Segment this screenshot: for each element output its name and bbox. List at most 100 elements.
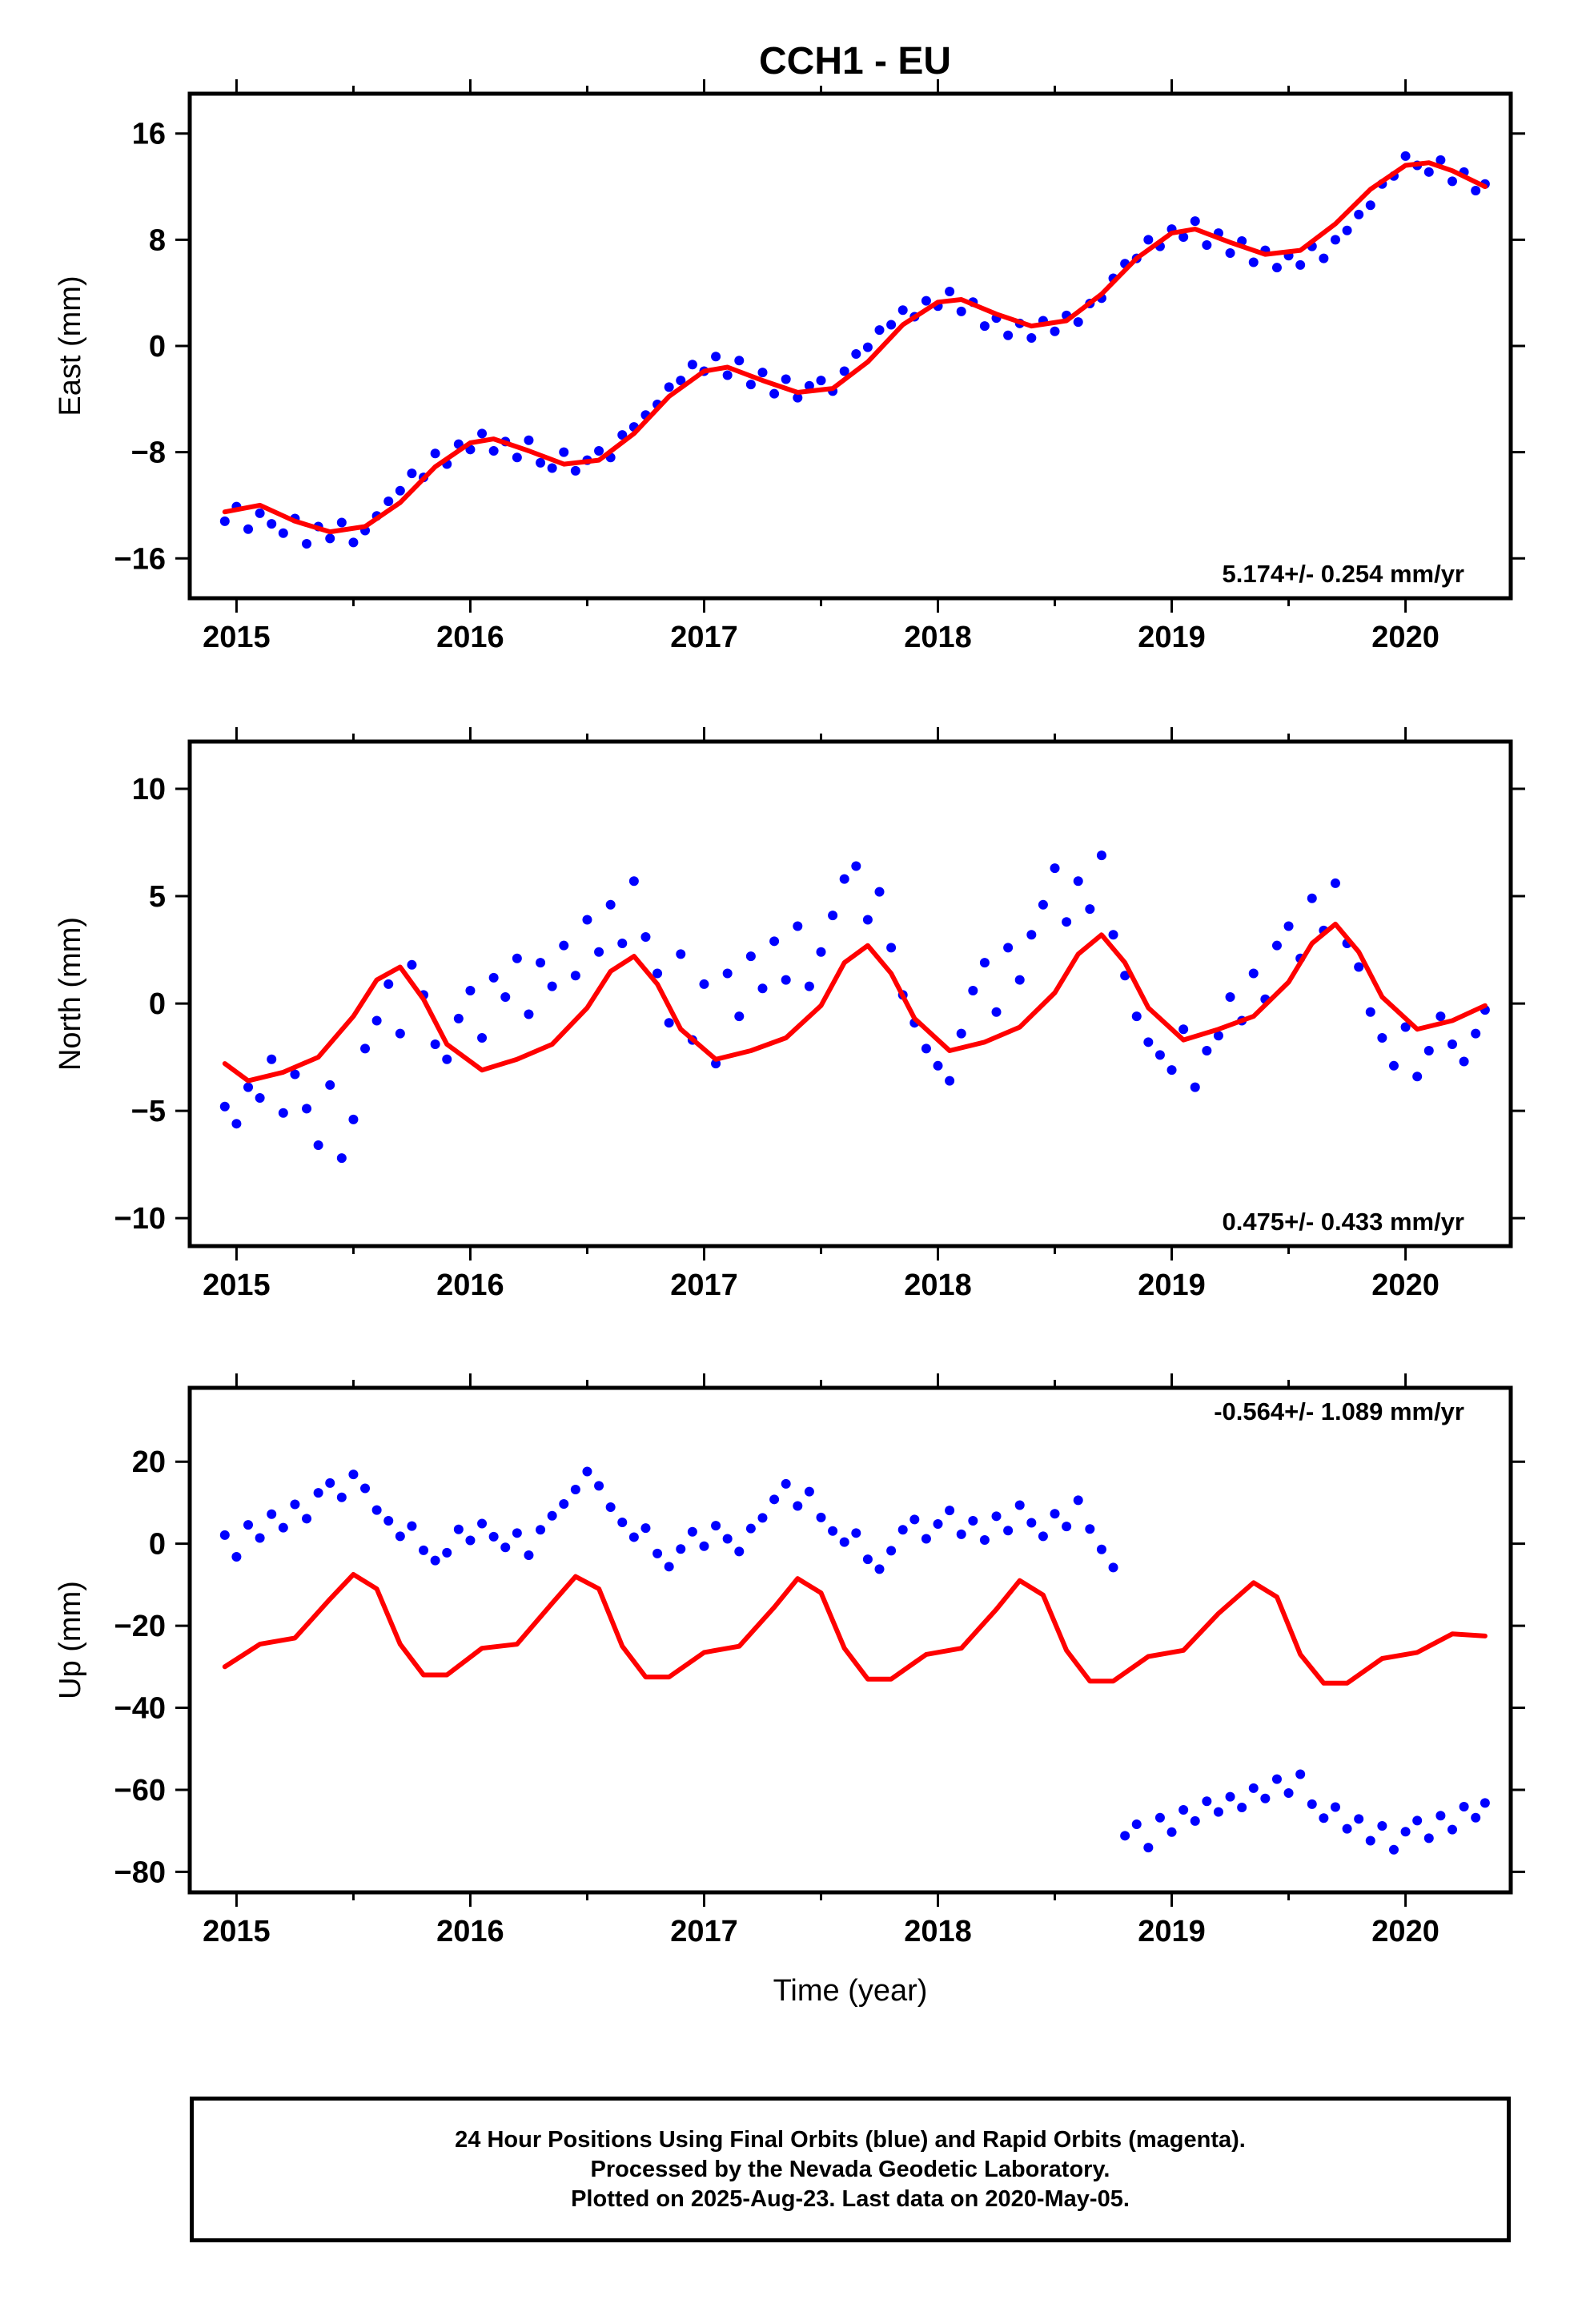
data-point [897, 305, 908, 316]
plot-frame [187, 739, 1513, 1248]
data-point [348, 1470, 359, 1480]
data-point [582, 1466, 592, 1477]
model-curve [222, 921, 1488, 1084]
data-point [1447, 1824, 1457, 1835]
data-point [851, 861, 861, 871]
data-point [828, 911, 838, 921]
data-point [547, 1510, 557, 1521]
data-point [1330, 235, 1340, 245]
data-point [290, 1499, 300, 1510]
data-point [1271, 940, 1282, 951]
data-point [1026, 333, 1037, 344]
data-point [1354, 1814, 1364, 1824]
data-point [1447, 1039, 1457, 1049]
data-point [219, 516, 230, 526]
data-point [547, 463, 557, 473]
data-point [407, 1521, 417, 1531]
data-point [1271, 263, 1282, 273]
ticks-north [175, 727, 1525, 1261]
data-point [1471, 1812, 1481, 1823]
data-point [570, 971, 580, 981]
x-tick-label: 2016 [436, 621, 504, 654]
plot-frame [187, 91, 1513, 601]
data-point [1471, 186, 1481, 196]
data-point [371, 1015, 382, 1026]
data-point [1154, 1812, 1165, 1823]
data-point [1038, 1531, 1048, 1542]
y-tick-label: −20 [114, 1610, 166, 1643]
data-point [1459, 1056, 1469, 1067]
data-point [1026, 930, 1037, 940]
data-point [325, 1080, 335, 1090]
data-point [1085, 904, 1095, 915]
data-point [1354, 962, 1364, 972]
data-point [664, 382, 674, 392]
data-point [617, 1518, 628, 1527]
data-point [862, 342, 873, 352]
data-point [711, 352, 721, 362]
data-point [1190, 216, 1200, 227]
data-north [219, 850, 1490, 1164]
data-point [793, 392, 803, 403]
data-point [1050, 1509, 1060, 1519]
data-point [442, 1054, 452, 1064]
x-tick-label: 2017 [670, 621, 738, 654]
data-point [1062, 1522, 1072, 1532]
data-point [991, 1007, 1002, 1017]
data-point [395, 1028, 405, 1039]
data-point [243, 1082, 254, 1092]
data-point [512, 452, 522, 463]
data-point [1412, 1815, 1423, 1826]
data-point [1480, 1798, 1490, 1808]
data-point [1354, 209, 1364, 219]
data-point [1248, 1783, 1259, 1793]
x-tick-label: 2018 [904, 1915, 972, 1948]
data-point [430, 1555, 440, 1566]
data-point [968, 1515, 978, 1526]
data-point [1319, 1813, 1329, 1823]
data-point [781, 975, 791, 985]
x-tick-label: 2017 [670, 1915, 738, 1948]
data-point [1319, 253, 1329, 263]
x-tick-label: 2020 [1371, 1269, 1439, 1302]
data-point [745, 1523, 756, 1534]
data-point [570, 1485, 580, 1495]
data-point [909, 1514, 920, 1525]
data-point [536, 958, 546, 968]
data-point [559, 940, 569, 951]
data-point [536, 1525, 546, 1535]
data-point [594, 1481, 604, 1491]
data-point [979, 1535, 990, 1546]
data-point [769, 388, 780, 399]
y-tick-label: −10 [114, 1202, 166, 1236]
data-point [430, 1039, 440, 1049]
data-point [336, 1153, 347, 1164]
y-tick-label: 0 [149, 330, 166, 364]
data-point [839, 874, 849, 884]
data-point [979, 321, 990, 332]
data-point [921, 1043, 931, 1054]
data-point [745, 380, 756, 390]
data-east [219, 151, 1490, 549]
data-point [231, 1552, 242, 1562]
data-point [874, 325, 885, 336]
data-point [1085, 1524, 1095, 1534]
data-point [243, 524, 254, 534]
data-point [1178, 232, 1189, 243]
data-point [734, 356, 745, 366]
y-tick-label: 0 [149, 1528, 166, 1562]
x-tick-label: 2017 [670, 1269, 738, 1302]
y-tick-label: −40 [114, 1692, 166, 1726]
data-point [1365, 200, 1375, 211]
data-point [278, 1108, 288, 1118]
data-point [816, 947, 826, 957]
data-point [1120, 971, 1130, 981]
data-point [500, 1542, 511, 1553]
data-point [1143, 1843, 1154, 1853]
data-point [302, 1514, 312, 1524]
data-point [430, 448, 440, 459]
data-point [804, 1486, 814, 1497]
data-point [1365, 1835, 1375, 1846]
model-curve [222, 160, 1488, 535]
